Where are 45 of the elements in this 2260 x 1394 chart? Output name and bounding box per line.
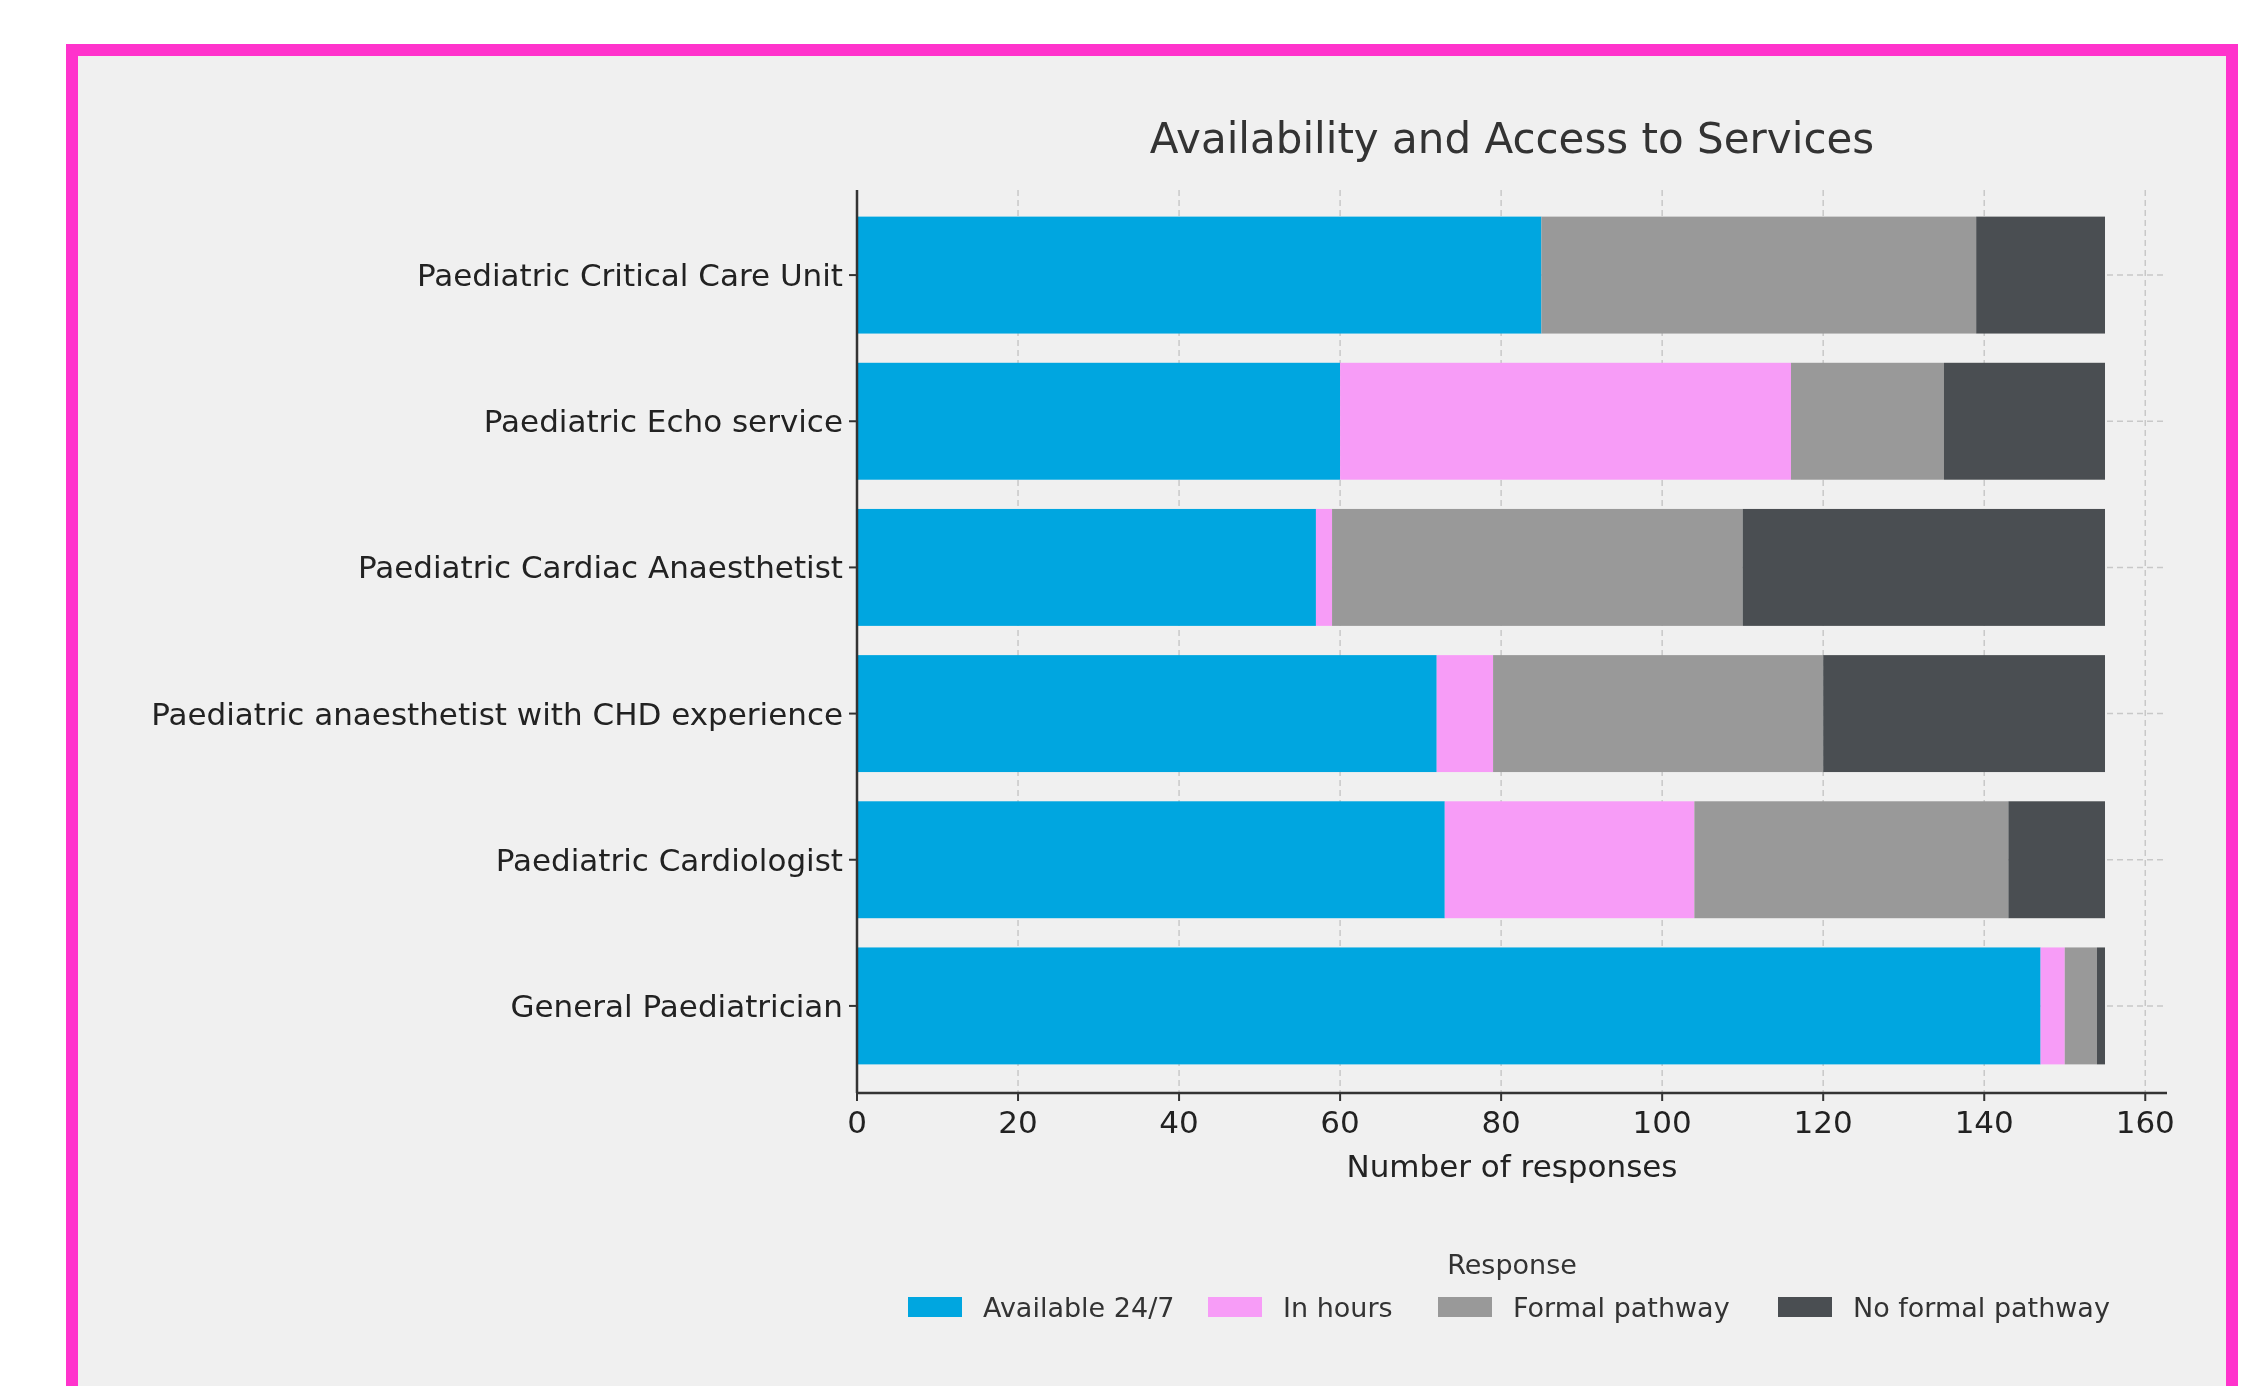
bar — [2064, 947, 2097, 1065]
bar — [857, 508, 1316, 626]
x-axis-title: Number of responses — [1346, 1148, 1678, 1184]
bar — [1315, 508, 1333, 626]
x-tick-label: 160 — [2115, 1104, 2175, 1140]
x-tick-label: 40 — [1159, 1104, 1199, 1140]
bar — [1976, 216, 2106, 334]
x-tick-label: 140 — [1954, 1104, 2014, 1140]
bar — [1444, 801, 1695, 919]
bar — [1823, 655, 2106, 773]
bar — [1790, 362, 1944, 480]
y-tick-label: General Paediatrician — [510, 987, 843, 1024]
legend-title: Response — [1447, 1249, 1577, 1280]
bar — [857, 216, 1542, 334]
y-tick-label: Paediatric Echo service — [483, 403, 843, 440]
bar — [1340, 362, 1791, 480]
y-tick-label: Paediatric Cardiac Anaesthetist — [357, 549, 843, 586]
x-tick-label: 60 — [1320, 1104, 1360, 1140]
legend-label: No formal pathway — [1853, 1292, 2110, 1323]
bar — [1943, 362, 2105, 480]
legend-label: In hours — [1283, 1292, 1393, 1323]
bar — [1332, 508, 1743, 626]
x-tick-label: 20 — [998, 1104, 1038, 1140]
x-tick-label: 120 — [1793, 1104, 1853, 1140]
bar — [857, 362, 1341, 480]
bar — [2040, 947, 2065, 1065]
y-tick-label: Paediatric anaesthetist with CHD experience — [151, 695, 843, 732]
bar — [857, 947, 2041, 1065]
bar — [857, 801, 1445, 919]
x-tick-label: 0 — [847, 1104, 867, 1140]
y-tick-label: Paediatric Critical Care Unit — [416, 257, 843, 294]
bar — [857, 655, 1437, 773]
bar — [1694, 801, 2009, 919]
bar — [1493, 655, 1824, 773]
chart-title: Availability and Access to Services — [1149, 114, 1875, 163]
bar — [2008, 801, 2105, 919]
bar — [1742, 508, 2105, 626]
bar — [1541, 216, 1977, 334]
legend-label: Available 24/7 — [983, 1292, 1175, 1323]
x-tick-label: 100 — [1632, 1104, 1692, 1140]
bar — [1436, 655, 1494, 773]
y-tick-label: Paediatric Cardiologist — [495, 841, 843, 878]
x-tick-label: 80 — [1481, 1104, 1521, 1140]
legend-label: Formal pathway — [1513, 1292, 1730, 1323]
bar — [2096, 947, 2105, 1065]
